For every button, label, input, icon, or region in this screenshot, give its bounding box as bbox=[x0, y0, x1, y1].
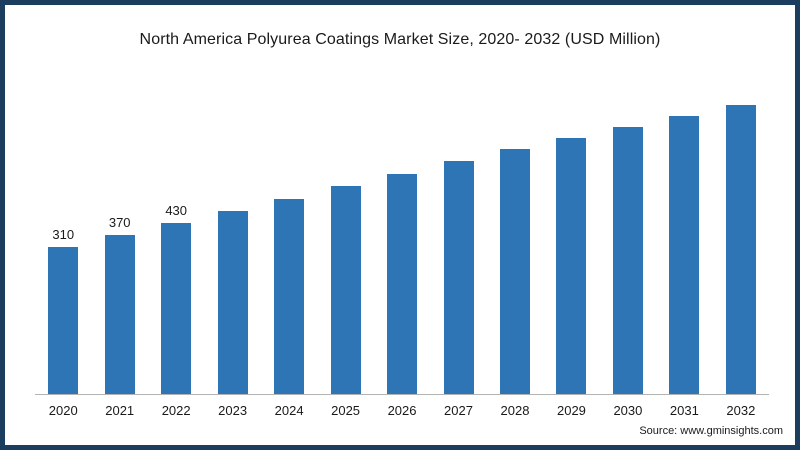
bar-value-label: 430 bbox=[165, 203, 188, 218]
chart-title: North America Polyurea Coatings Market S… bbox=[139, 31, 661, 48]
bar bbox=[217, 211, 248, 394]
bar-column bbox=[204, 211, 260, 394]
x-axis-label: 2027 bbox=[444, 402, 473, 418]
x-axis-label: 2030 bbox=[613, 402, 643, 418]
x-axis-row: 2020 2021 2022 2023 2024 2025 2026 2027 2028 2029… bbox=[35, 395, 769, 425]
bar bbox=[274, 199, 305, 394]
bar-column bbox=[317, 186, 373, 394]
bar-column bbox=[430, 161, 486, 394]
bar bbox=[104, 235, 135, 394]
bar bbox=[612, 127, 643, 394]
x-axis-label: 2025 bbox=[331, 402, 361, 418]
bar-value-label: 370 bbox=[108, 215, 131, 230]
bar bbox=[499, 149, 530, 394]
bar-column bbox=[374, 174, 430, 394]
chart-area: 310 370 430 2020 2021 2022 2023 2024 2025 2026 20… bbox=[5, 49, 795, 425]
bar bbox=[161, 223, 192, 394]
x-axis-label: 2022 bbox=[161, 402, 191, 418]
bar bbox=[443, 161, 474, 394]
bar-column bbox=[261, 199, 317, 394]
bar bbox=[48, 247, 79, 394]
bar-column bbox=[713, 105, 769, 394]
bar-column bbox=[487, 149, 543, 394]
bar bbox=[725, 105, 756, 394]
bar-column: 430 bbox=[148, 203, 204, 394]
source-attribution: Source: www.gminsights.com bbox=[639, 425, 783, 437]
bar-column bbox=[656, 116, 712, 394]
bars-row: 310 370 430 bbox=[35, 73, 769, 395]
x-axis-label: 2032 bbox=[726, 402, 756, 418]
x-axis-label: 2026 bbox=[387, 402, 417, 418]
x-axis-label: 2023 bbox=[218, 402, 248, 418]
x-axis-label: 2021 bbox=[105, 402, 135, 418]
bar-value-label: 310 bbox=[52, 227, 75, 242]
bar-column: 370 bbox=[91, 215, 147, 394]
x-axis-label: 2031 bbox=[669, 402, 699, 418]
bar-column bbox=[600, 127, 656, 394]
bar bbox=[556, 138, 587, 394]
bar bbox=[330, 186, 361, 394]
bar-column: 310 bbox=[35, 227, 91, 394]
bar-column bbox=[543, 138, 599, 394]
bar bbox=[387, 174, 418, 394]
x-axis-label: 2020 bbox=[48, 402, 78, 418]
x-axis-label: 2029 bbox=[556, 402, 586, 418]
x-axis-label: 2028 bbox=[500, 402, 530, 418]
bar bbox=[669, 116, 700, 394]
x-axis-label: 2024 bbox=[274, 402, 304, 418]
